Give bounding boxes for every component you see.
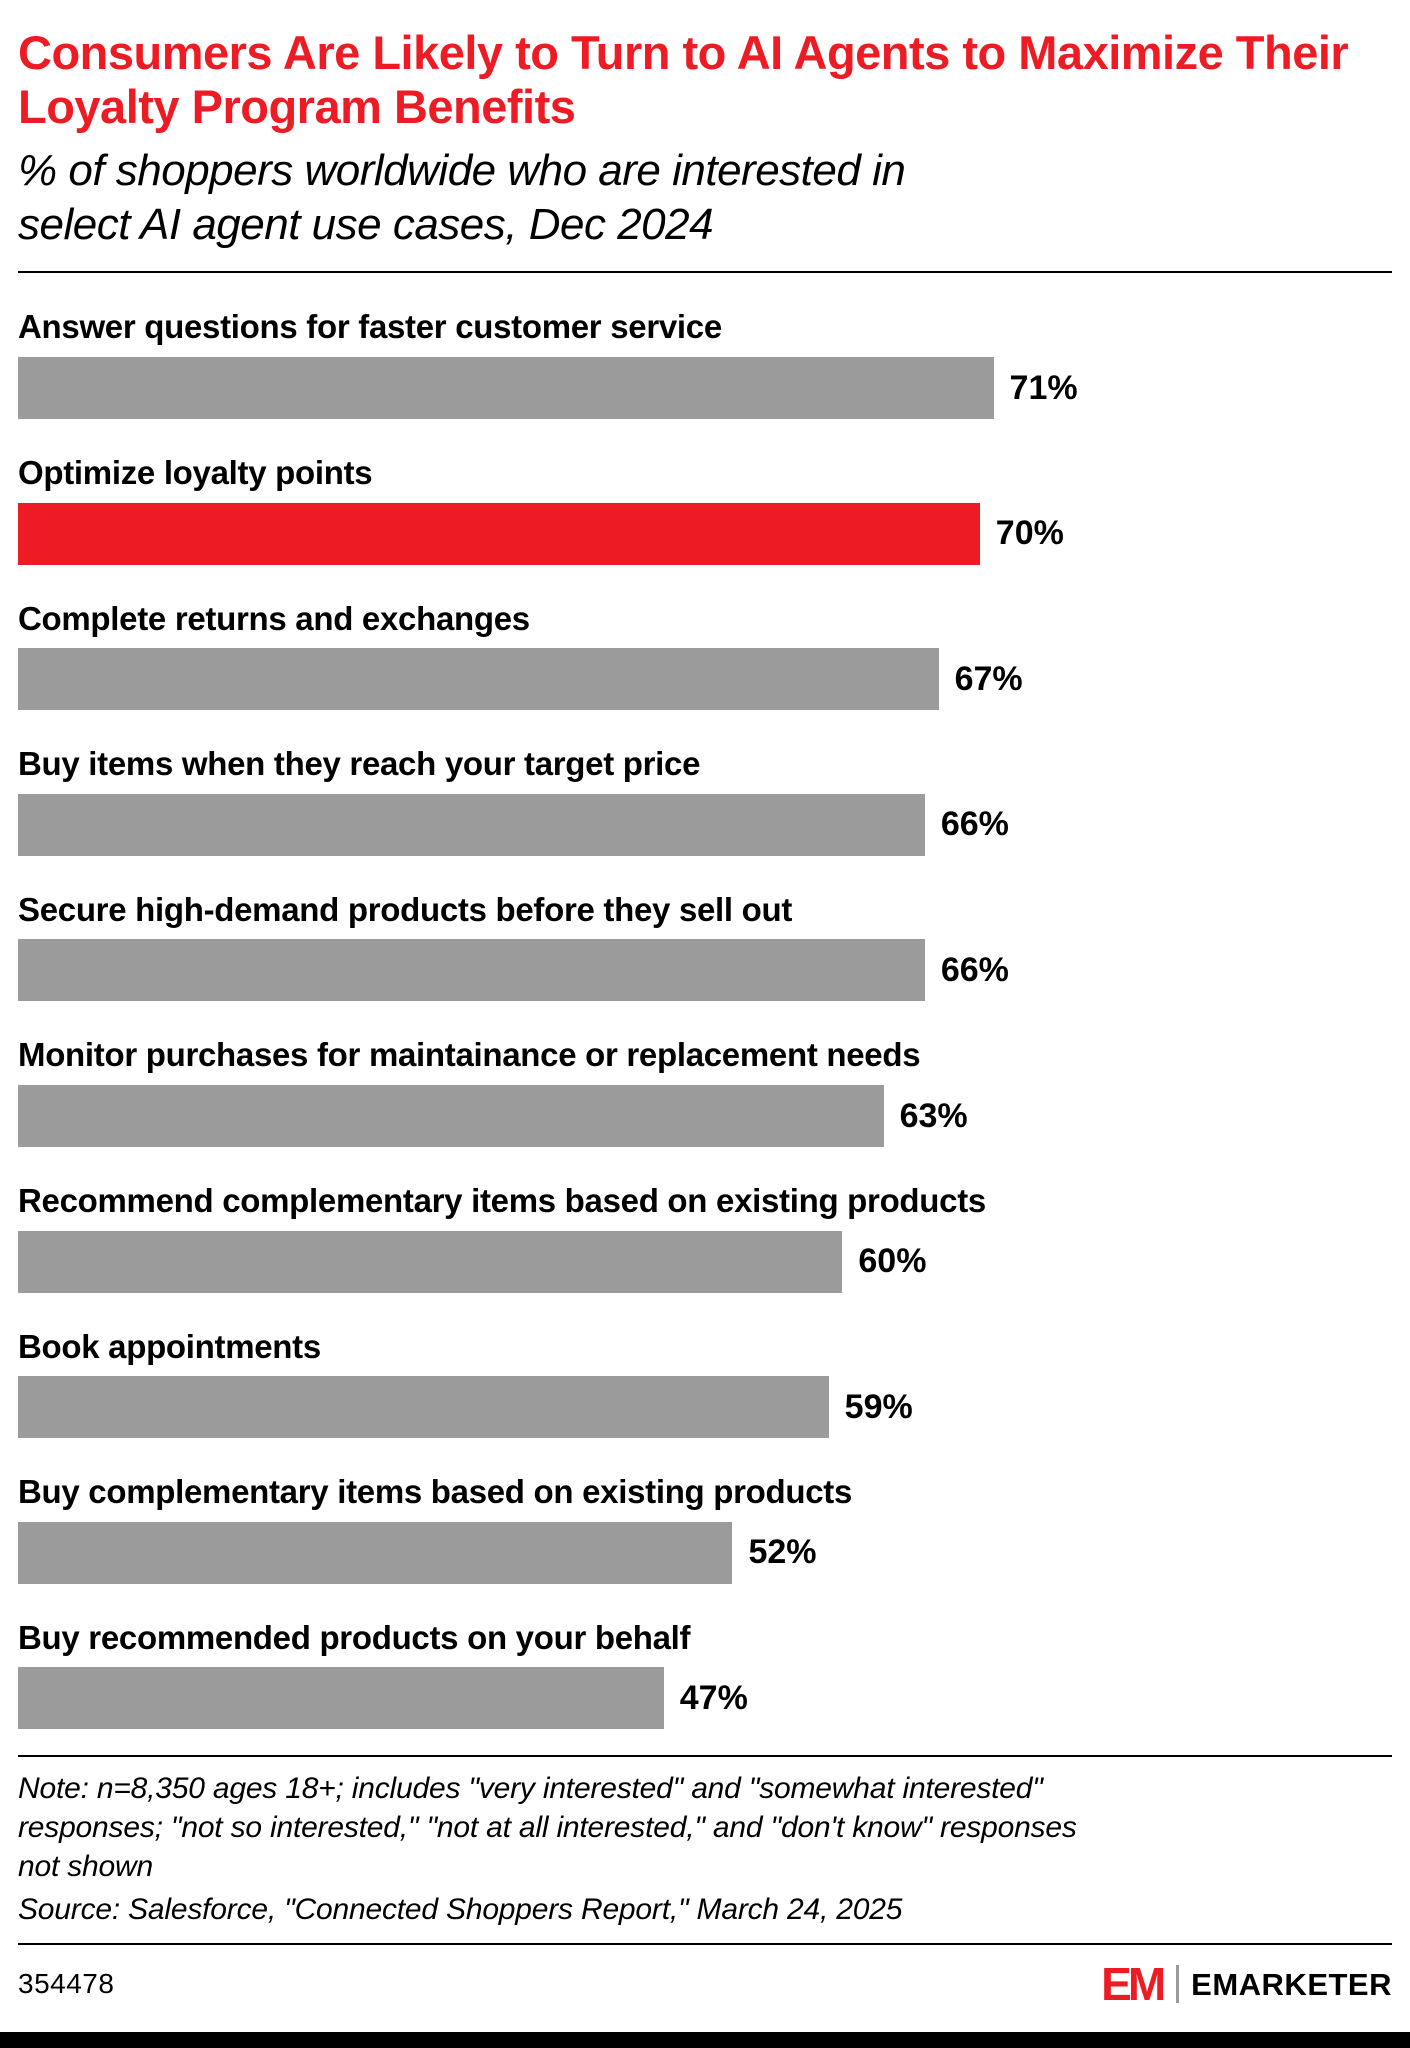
bar-line: 47% <box>18 1667 1392 1730</box>
bar-row: Monitor purchases for maintainance or re… <box>18 1035 1392 1147</box>
bar-chart: Answer questions for faster customer ser… <box>18 307 1392 1730</box>
note-text: Note: n=8,350 ages 18+; includes "very i… <box>18 1772 1077 1884</box>
bar-line: 63% <box>18 1085 1392 1147</box>
bar-value-label: 47% <box>679 1678 748 1717</box>
bar-row: Complete returns and exchanges 67% <box>18 599 1392 711</box>
bar-value-label: 52% <box>748 1533 817 1572</box>
bar-category-label: Optimize loyalty points <box>18 454 373 492</box>
chart-subtitle: % of shoppers worldwide who are interest… <box>18 146 906 249</box>
bar-value-label: 70% <box>995 514 1064 553</box>
bar-row: Buy complementary items based on existin… <box>18 1472 1392 1584</box>
source-text: Source: Salesforce, "Connected Shoppers … <box>18 1893 903 1927</box>
bar <box>18 1230 843 1293</box>
bar-line: 52% <box>18 1521 1392 1584</box>
bar-row: Answer questions for faster customer ser… <box>18 307 1392 420</box>
bar <box>18 939 925 1002</box>
bar-row: Recommend complementary items based on e… <box>18 1181 1392 1293</box>
bar-category-label: Secure high-demand products before they … <box>18 890 793 928</box>
bar-category-label: Monitor purchases for maintainance or re… <box>18 1036 921 1074</box>
chart-title: Consumers Are Likely to Turn to AI Agent… <box>18 26 1349 134</box>
brand-name: EMARKETER <box>1191 1966 1392 2002</box>
bar-row: Secure high-demand products before they … <box>18 890 1392 1002</box>
bar-value-label: 63% <box>899 1096 968 1135</box>
bar-value-label: 66% <box>940 805 1009 844</box>
bar-value-label: 66% <box>940 950 1009 989</box>
footer-divider <box>18 1943 1392 1946</box>
bar <box>18 1521 733 1584</box>
bar <box>18 1667 664 1730</box>
footer-row: 354478 EM EMARKETER <box>18 1945 1392 2023</box>
bar-category-label: Buy complementary items based on existin… <box>18 1473 853 1511</box>
bar <box>18 1085 884 1147</box>
bar-line: 67% <box>18 648 1392 711</box>
bar-line: 70% <box>18 502 1392 565</box>
chart-id: 354478 <box>18 1968 115 2000</box>
bar-line: 71% <box>18 357 1392 420</box>
bar-category-label: Answer questions for faster customer ser… <box>18 308 722 346</box>
bar <box>18 357 994 420</box>
bar <box>18 793 925 856</box>
bar-category-label: Book appointments <box>18 1327 321 1365</box>
brand-mark-icon: EM <box>1101 1958 1166 2011</box>
bar-value-label: 71% <box>1009 368 1078 407</box>
bar-line: 59% <box>18 1376 1392 1439</box>
bar-row: Buy recommended products on your behalf 4… <box>18 1618 1392 1730</box>
bar-line: 60% <box>18 1230 1392 1293</box>
bar-category-label: Recommend complementary items based on e… <box>18 1182 986 1219</box>
bar-category-label: Buy recommended products on your behalf <box>18 1618 691 1656</box>
bar-line: 66% <box>18 793 1392 856</box>
header-divider <box>18 271 1392 274</box>
bar-row: Optimize loyalty points 70% <box>18 453 1392 565</box>
bar-value-label: 59% <box>844 1387 913 1426</box>
bar-value-label: 60% <box>858 1242 927 1281</box>
bar-value-label: 67% <box>954 659 1023 698</box>
bar-row: Book appointments 59% <box>18 1327 1392 1439</box>
bottom-bar <box>0 2032 1410 2048</box>
bar-highlighted <box>18 502 980 565</box>
bar-category-label: Buy items when they reach your target pr… <box>18 745 701 783</box>
bar-category-label: Complete returns and exchanges <box>18 599 530 637</box>
note-divider <box>18 1755 1392 1758</box>
bar-line: 66% <box>18 939 1392 1002</box>
bar-row: Buy items when they reach your target pr… <box>18 744 1392 856</box>
bar <box>18 1376 829 1439</box>
bar <box>18 648 939 711</box>
brand-divider <box>1176 1965 1180 2004</box>
brand-logo: EM EMARKETER <box>1101 1961 1392 2007</box>
